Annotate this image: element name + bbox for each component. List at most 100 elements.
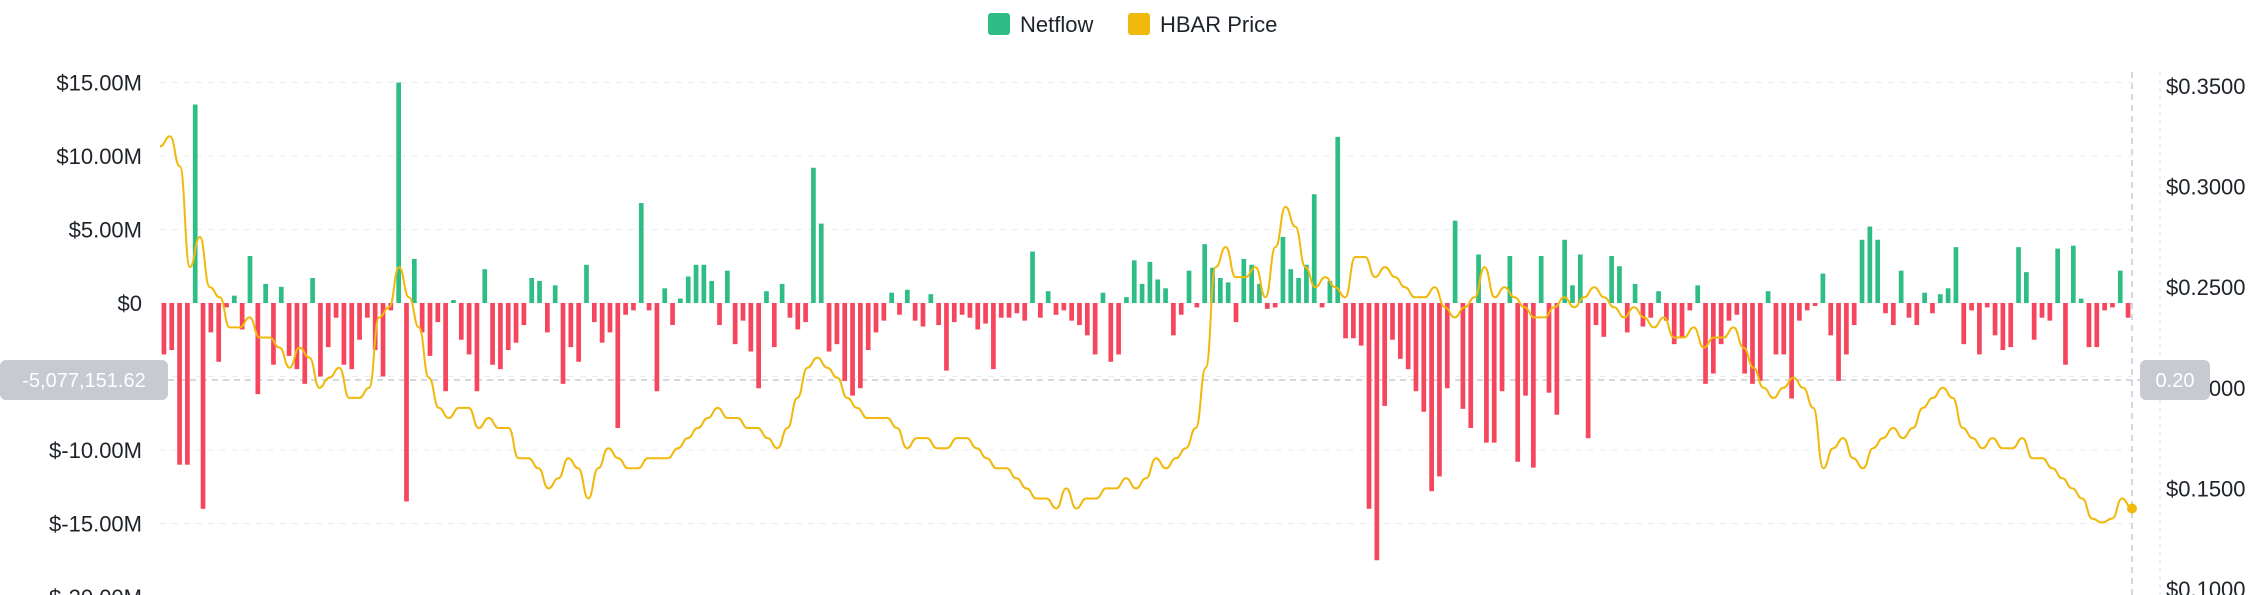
netflow-bar[interactable]: [1679, 303, 1685, 339]
netflow-bar[interactable]: [897, 303, 902, 315]
netflow-bar[interactable]: [1491, 303, 1497, 443]
netflow-bar[interactable]: [1343, 303, 1348, 339]
netflow-bar[interactable]: [842, 303, 848, 381]
netflow-bar[interactable]: [1069, 303, 1075, 321]
netflow-bar[interactable]: [991, 303, 996, 370]
netflow-bar[interactable]: [419, 303, 425, 333]
netflow-bar[interactable]: [247, 255, 253, 303]
netflow-bar[interactable]: [2031, 303, 2037, 340]
netflow-bar[interactable]: [505, 303, 511, 351]
netflow-bar[interactable]: [177, 303, 182, 465]
netflow-bar[interactable]: [1523, 303, 1528, 396]
netflow-bar[interactable]: [662, 288, 668, 303]
netflow-bar[interactable]: [537, 280, 542, 303]
netflow-bar[interactable]: [1108, 303, 1114, 362]
netflow-bar[interactable]: [2117, 270, 2123, 303]
netflow-bar[interactable]: [1225, 282, 1231, 303]
netflow-bar[interactable]: [372, 303, 378, 351]
netflow-bar[interactable]: [451, 300, 456, 303]
netflow-bar[interactable]: [1797, 303, 1802, 321]
netflow-bar[interactable]: [1953, 247, 1959, 303]
netflow-bar[interactable]: [1570, 285, 1575, 303]
netflow-bar[interactable]: [216, 303, 222, 362]
netflow-bar[interactable]: [1233, 303, 1239, 323]
netflow-bar[interactable]: [834, 303, 840, 345]
netflow-bar[interactable]: [1601, 303, 1607, 337]
netflow-bar[interactable]: [2024, 272, 2029, 303]
netflow-bar[interactable]: [271, 303, 276, 365]
netflow-bar[interactable]: [1311, 194, 1317, 303]
netflow-bar[interactable]: [365, 303, 370, 318]
netflow-bar[interactable]: [545, 303, 550, 333]
netflow-bar[interactable]: [1327, 280, 1333, 303]
netflow-bar[interactable]: [1890, 303, 1896, 326]
legend-item-hbar-price[interactable]: HBAR Price: [1128, 12, 1277, 37]
netflow-bar[interactable]: [795, 303, 801, 330]
netflow-bar[interactable]: [435, 303, 441, 323]
netflow-bar[interactable]: [1366, 303, 1372, 509]
netflow-bar[interactable]: [521, 303, 527, 326]
netflow-bar[interactable]: [1593, 303, 1599, 326]
netflow-bar[interactable]: [787, 303, 793, 318]
netflow-bar[interactable]: [2125, 303, 2131, 318]
netflow-bar[interactable]: [1429, 303, 1434, 492]
netflow-bar[interactable]: [654, 303, 660, 392]
netflow-bar[interactable]: [1656, 291, 1661, 303]
netflow-bar[interactable]: [1875, 239, 1881, 303]
netflow-bar[interactable]: [294, 303, 300, 370]
netflow-bar[interactable]: [1632, 283, 1638, 303]
netflow-bar[interactable]: [1977, 303, 1982, 355]
netflow-bar[interactable]: [1100, 292, 1106, 303]
netflow-bar[interactable]: [1499, 303, 1505, 392]
netflow-bar[interactable]: [1131, 260, 1137, 303]
netflow-bar[interactable]: [1531, 303, 1536, 468]
netflow-bar[interactable]: [756, 303, 761, 389]
netflow-bar[interactable]: [1147, 261, 1153, 303]
netflow-bar[interactable]: [1476, 254, 1481, 303]
netflow-bar[interactable]: [693, 264, 699, 303]
netflow-bar[interactable]: [1452, 220, 1458, 303]
netflow-bar[interactable]: [638, 203, 644, 303]
netflow-bar[interactable]: [192, 104, 198, 303]
price-last-point[interactable]: [2127, 503, 2137, 514]
netflow-bar[interactable]: [1664, 303, 1669, 321]
netflow-bar[interactable]: [865, 303, 871, 351]
netflow-bar[interactable]: [623, 303, 628, 315]
netflow-bar[interactable]: [678, 298, 683, 303]
netflow-bar[interactable]: [1155, 279, 1161, 303]
netflow-bar[interactable]: [169, 303, 175, 351]
netflow-bar[interactable]: [1014, 303, 1020, 314]
netflow-bar[interactable]: [286, 303, 292, 356]
netflow-bar[interactable]: [1562, 239, 1568, 303]
netflow-bar[interactable]: [576, 303, 582, 362]
netflow-bar[interactable]: [701, 264, 707, 303]
netflow-bar[interactable]: [850, 303, 855, 396]
netflow-bar[interactable]: [1507, 255, 1513, 303]
netflow-bar[interactable]: [1914, 303, 1920, 326]
netflow-bar[interactable]: [224, 303, 229, 308]
netflow-bar[interactable]: [732, 303, 738, 345]
netflow-bar[interactable]: [1022, 303, 1028, 321]
netflow-bar[interactable]: [779, 283, 785, 303]
netflow-bar[interactable]: [1984, 303, 1990, 308]
netflow-bar[interactable]: [325, 303, 331, 348]
netflow-bar[interactable]: [1765, 291, 1771, 303]
netflow-bar[interactable]: [1045, 291, 1051, 303]
netflow-bar[interactable]: [591, 303, 597, 323]
netflow-bar[interactable]: [427, 303, 433, 356]
netflow-bar[interactable]: [1969, 303, 1974, 311]
netflow-bar[interactable]: [717, 303, 722, 326]
netflow-bar[interactable]: [1163, 288, 1168, 303]
netflow-bar[interactable]: [1648, 303, 1654, 318]
netflow-bar[interactable]: [1171, 303, 1176, 336]
netflow-bar[interactable]: [1789, 303, 1794, 399]
netflow-bar[interactable]: [670, 303, 675, 326]
netflow-bar[interactable]: [1820, 273, 1826, 303]
netflow-bar[interactable]: [1640, 303, 1646, 327]
netflow-bar[interactable]: [1828, 303, 1834, 336]
netflow-bar[interactable]: [998, 303, 1004, 318]
netflow-bar[interactable]: [1742, 303, 1747, 374]
netflow-bar[interactable]: [1812, 303, 1818, 306]
netflow-bar[interactable]: [1922, 292, 1927, 303]
netflow-bar[interactable]: [529, 278, 535, 303]
